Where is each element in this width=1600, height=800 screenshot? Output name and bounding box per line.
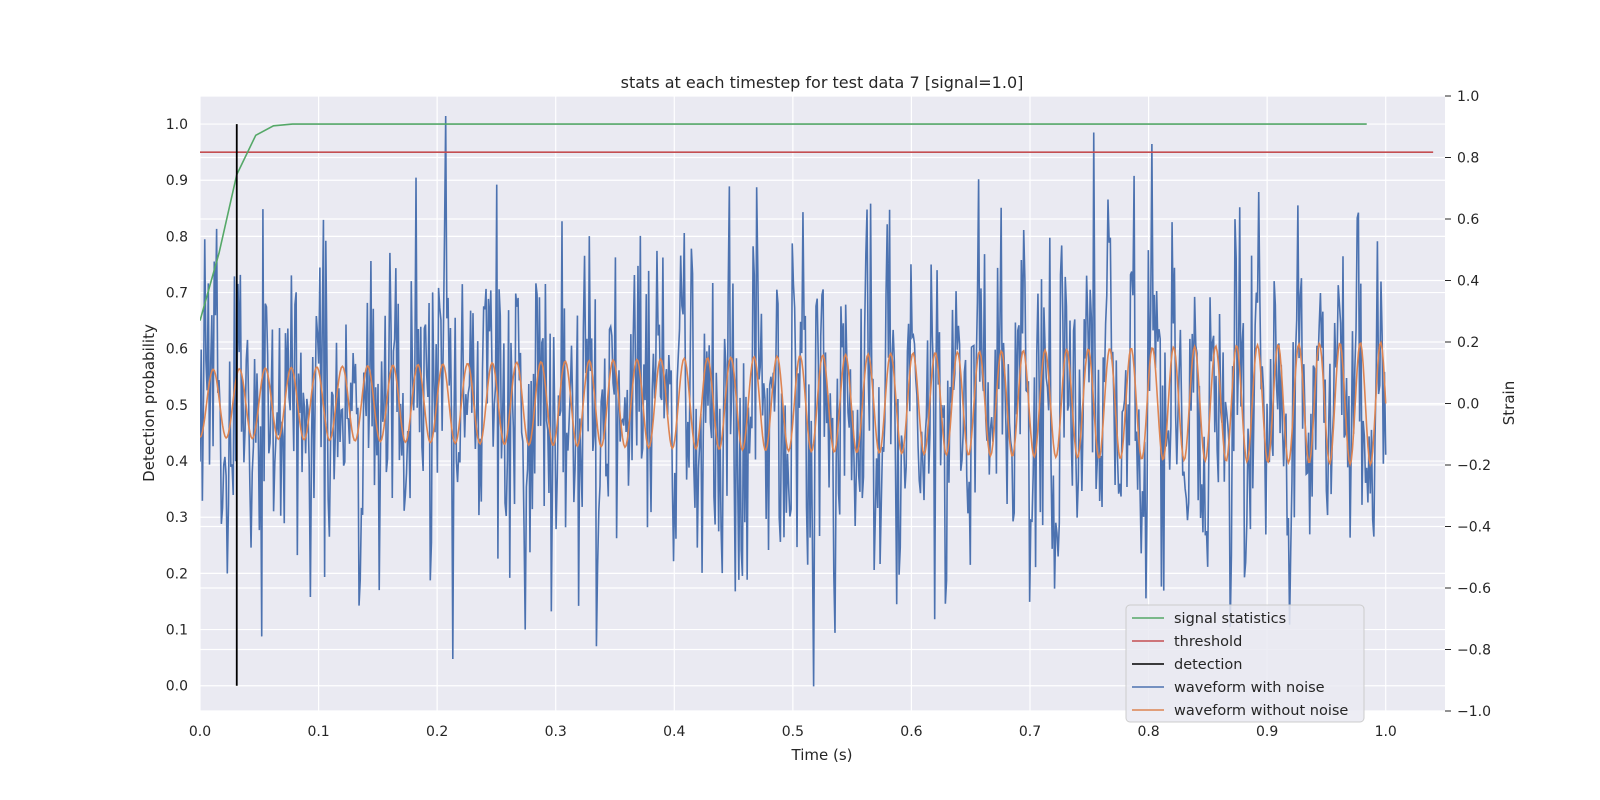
- y-left-tick-label: 0.0: [166, 679, 188, 695]
- y-left-axis-label: Detection probability: [140, 324, 158, 482]
- y-right-axis-label: Strain: [1500, 381, 1518, 425]
- y-right-tick-label: 0.2: [1457, 335, 1479, 351]
- series-layer: [200, 116, 1434, 687]
- y-left-tick-label: 0.8: [166, 229, 188, 245]
- y-left-tick-label: 0.1: [166, 623, 188, 639]
- legend-label-waveform-without-noise: waveform without noise: [1174, 703, 1348, 719]
- y-left-tick-label: 0.5: [166, 398, 188, 414]
- y-left-tick-label: 0.7: [166, 286, 188, 302]
- series-waveform-without-noise: [200, 340, 1387, 468]
- legend-label-waveform-with-noise: waveform with noise: [1174, 680, 1325, 696]
- series-signal-statistics: [200, 123, 1367, 321]
- x-tick-label: 1.0: [1375, 724, 1397, 740]
- y-left-tick-label: 0.3: [166, 510, 188, 526]
- x-tick-label: 0.1: [307, 724, 329, 740]
- x-tick-label: 0.3: [545, 724, 567, 740]
- y-right-tick-label: −0.8: [1457, 643, 1491, 659]
- legend-box: [1125, 604, 1365, 723]
- x-tick-label: 0.4: [663, 724, 685, 740]
- y-right-tick-label: −0.6: [1457, 581, 1491, 597]
- series-waveform-with-noise: [200, 116, 1387, 687]
- legend-label-signal-statistics: signal statistics: [1174, 611, 1286, 627]
- legend: signal statistics threshold detection wa…: [1125, 604, 1365, 723]
- x-axis-ticks: 0.0 0.1 0.2 0.3 0.4 0.5 0.6 0.7 0.8 0.9 1.0: [189, 724, 1397, 740]
- y-right-tick-label: 1.0: [1457, 89, 1479, 105]
- y-right-tick-label: −1.0: [1457, 704, 1491, 720]
- y-right-tick-label: −0.2: [1457, 458, 1491, 474]
- y-left-tick-label: 0.6: [166, 342, 188, 358]
- y-right-tick-label: 0.0: [1457, 397, 1479, 413]
- x-tick-label: 0.9: [1256, 724, 1278, 740]
- legend-label-detection: detection: [1174, 657, 1242, 673]
- x-tick-label: 0.6: [900, 724, 922, 740]
- x-axis-label: Time (s): [791, 746, 853, 764]
- legend-label-threshold: threshold: [1174, 634, 1242, 650]
- x-tick-label: 0.7: [1019, 724, 1041, 740]
- y-left-tick-label: 0.9: [166, 173, 188, 189]
- x-tick-label: 0.0: [189, 724, 211, 740]
- y-right-tick-label: 0.4: [1457, 274, 1479, 290]
- y-left-tick-label: 1.0: [166, 117, 188, 133]
- x-tick-label: 0.5: [782, 724, 804, 740]
- x-tick-label: 0.2: [426, 724, 448, 740]
- y-left-tick-label: 0.4: [166, 454, 188, 470]
- y-right-axis-ticks: −1.0 −0.8 −0.6 −0.4 −0.2 0.0 0.2 0.4 0.6 0.8 1.0: [1445, 89, 1491, 720]
- chart-title: stats at each timestep for test data 7 […: [621, 73, 1024, 92]
- y-left-tick-label: 0.2: [166, 566, 188, 582]
- y-right-tick-label: 0.6: [1457, 212, 1479, 228]
- x-tick-label: 0.8: [1137, 724, 1159, 740]
- y-right-tick-label: −0.4: [1457, 520, 1491, 536]
- y-left-axis-ticks: 0.0 0.1 0.2 0.3 0.4 0.5 0.6 0.7 0.8 0.9 1.0: [166, 117, 188, 695]
- y-right-tick-label: 0.8: [1457, 151, 1479, 167]
